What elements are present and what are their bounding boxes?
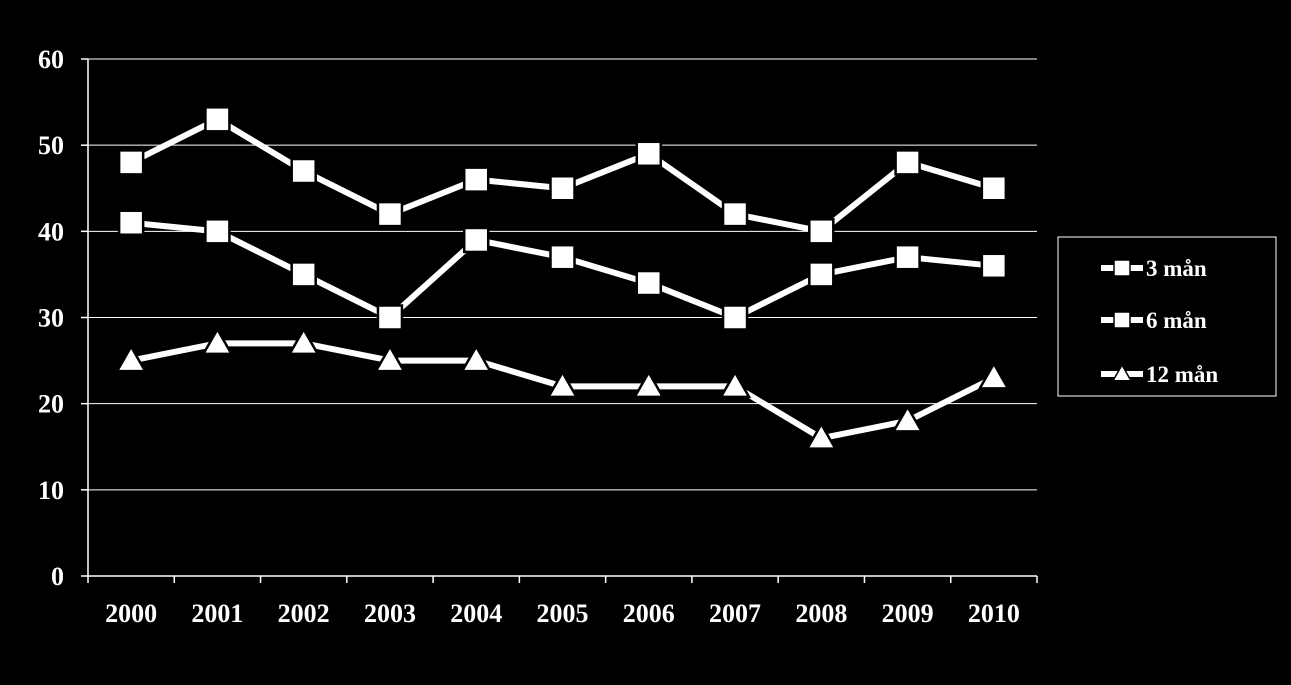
legend-item-1: 3 mån xyxy=(1101,256,1207,281)
data-point xyxy=(549,175,576,202)
data-point xyxy=(980,252,1008,280)
data-point xyxy=(462,226,490,254)
x-tick-label: 2009 xyxy=(882,599,934,628)
x-tick-label: 2007 xyxy=(709,599,761,628)
data-point xyxy=(204,218,231,245)
gridlines xyxy=(88,58,1037,491)
legend-marker xyxy=(1113,259,1131,277)
x-tick-labels: 2000 2001 2002 2003 2004 2005 2006 2007 2008 2009… xyxy=(105,599,1020,628)
x-tick-label: 2002 xyxy=(278,599,330,628)
series-1 xyxy=(117,106,1008,245)
legend-label: 3 mån xyxy=(1146,256,1207,281)
x-tick-label: 2005 xyxy=(537,599,589,628)
x-tick-label: 2010 xyxy=(968,599,1020,628)
data-point xyxy=(718,369,752,399)
data-point xyxy=(721,304,749,331)
y-tick-label: 50 xyxy=(38,131,64,160)
y-tick-label: 60 xyxy=(38,45,64,74)
data-point xyxy=(201,326,234,356)
data-point xyxy=(204,106,231,133)
y-tick-labels: 0 10 20 30 40 50 60 xyxy=(38,45,64,591)
y-tick-label: 20 xyxy=(38,390,64,419)
series-2 xyxy=(117,209,1008,331)
data-point xyxy=(546,369,579,399)
data-point xyxy=(721,200,749,228)
data-point xyxy=(373,344,407,373)
x-tick-label: 2006 xyxy=(623,599,675,628)
data-point xyxy=(114,344,148,373)
axes xyxy=(81,58,1038,583)
data-point xyxy=(460,344,493,373)
legend-item-3: 12 mån xyxy=(1101,362,1218,387)
data-point xyxy=(376,200,404,228)
legend-label: 12 mån xyxy=(1146,362,1218,387)
y-tick-label: 30 xyxy=(38,304,64,333)
data-point xyxy=(290,261,317,288)
data-point xyxy=(805,421,838,450)
x-tick-label: 2003 xyxy=(364,599,416,628)
y-tick-label: 40 xyxy=(38,217,64,246)
data-point xyxy=(462,166,490,193)
x-tick-label: 2001 xyxy=(191,599,243,628)
data-point xyxy=(549,243,576,271)
data-point xyxy=(632,369,665,399)
data-point xyxy=(287,326,320,356)
y-tick-label: 0 xyxy=(51,562,64,591)
series-group xyxy=(114,106,1011,450)
legend: 3 mån 6 mån 12 mån xyxy=(1057,236,1277,397)
data-point xyxy=(635,269,663,297)
data-point xyxy=(117,149,145,176)
x-tick-label: 2004 xyxy=(450,599,502,628)
y-tick-label: 10 xyxy=(38,476,64,505)
data-point xyxy=(808,261,835,288)
series-3 xyxy=(114,326,1011,450)
data-point xyxy=(376,304,404,331)
data-point xyxy=(290,157,317,185)
data-point xyxy=(977,361,1011,390)
x-tick-label: 2008 xyxy=(795,599,847,628)
legend-label: 6 mån xyxy=(1146,308,1207,333)
legend-marker xyxy=(1111,363,1133,382)
legend-marker xyxy=(1113,311,1131,329)
data-point xyxy=(894,243,921,271)
legend-box xyxy=(1057,236,1277,397)
data-point xyxy=(635,140,663,168)
x-tick-label: 2000 xyxy=(105,599,157,628)
data-point xyxy=(891,404,924,433)
data-point xyxy=(117,209,145,236)
data-point xyxy=(980,175,1008,202)
data-point xyxy=(894,149,921,176)
data-point xyxy=(808,218,835,245)
legend-item-2: 6 mån xyxy=(1101,308,1207,333)
